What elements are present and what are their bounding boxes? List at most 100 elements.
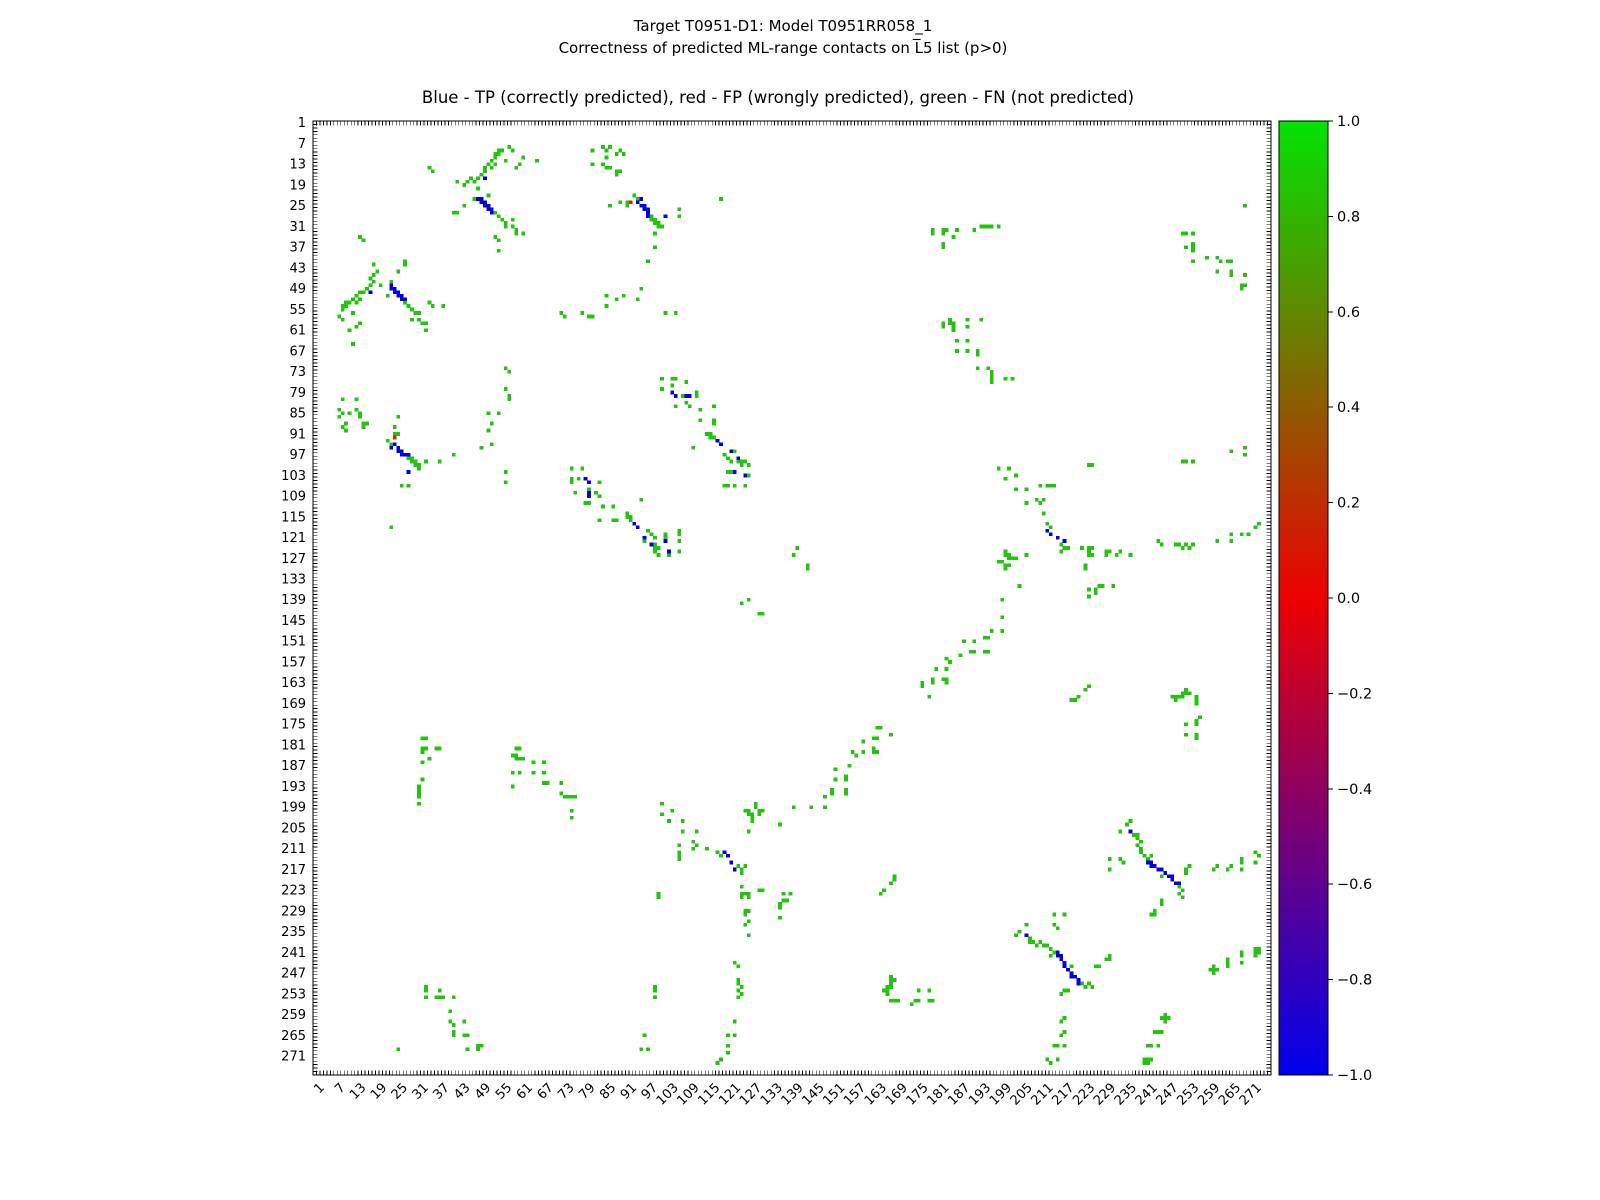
cell-fn — [625, 515, 630, 519]
cell-fn — [437, 459, 442, 464]
colorbar-tick-label: 0.4 — [1337, 400, 1360, 416]
cell-fn — [507, 145, 512, 149]
cell-fn — [1239, 954, 1244, 958]
cell-tp — [1149, 860, 1154, 865]
cell-fn — [732, 449, 737, 454]
cell-fn — [757, 888, 762, 893]
cell-tp — [1048, 532, 1053, 537]
cell-fn — [889, 732, 893, 737]
cell-fn — [750, 819, 755, 823]
cell-fn — [1163, 1019, 1168, 1024]
cell-fn — [1146, 857, 1150, 861]
cell-fn — [1239, 532, 1244, 537]
cell-fn — [1083, 563, 1088, 568]
cell-tp — [399, 449, 404, 454]
cell-tp — [490, 207, 494, 212]
y-tick-label: 271 — [281, 1049, 306, 1064]
cell-fn — [972, 649, 977, 654]
cell-fn — [1014, 556, 1018, 561]
cell-fn — [1184, 245, 1188, 250]
cell-fn — [694, 829, 699, 834]
cell-fn — [1152, 1030, 1157, 1034]
cell-fn — [476, 186, 480, 191]
cell-fn — [340, 304, 345, 308]
cell-fn — [1180, 231, 1185, 236]
cell-fn — [684, 400, 689, 405]
cell-fn — [1083, 687, 1088, 692]
cell-tp — [1152, 864, 1157, 868]
cell-fn — [736, 988, 741, 993]
cell-fn — [1125, 822, 1129, 827]
cell-tp — [399, 293, 404, 298]
cell-fn — [1243, 283, 1247, 288]
cell-fn — [608, 145, 612, 149]
cell-fn — [878, 891, 883, 896]
cell-fn — [698, 407, 703, 412]
cell-fn — [559, 311, 564, 315]
cell-fn — [677, 532, 682, 537]
cell-fn — [743, 922, 748, 927]
cell-fn — [639, 1047, 643, 1052]
cell-fn — [1100, 584, 1105, 588]
cell-fn — [368, 283, 373, 288]
cell-fn — [462, 1019, 466, 1024]
cell-fn — [1107, 957, 1112, 962]
cell-tp — [399, 297, 404, 301]
cell-fn — [1052, 1043, 1057, 1048]
cell-fn — [462, 183, 466, 187]
cell-fn — [337, 407, 342, 412]
y-tick-label: 259 — [281, 1008, 306, 1023]
cell-fn — [1194, 718, 1199, 723]
cell-tp — [729, 860, 734, 865]
cell-fn — [469, 176, 473, 181]
cell-fn — [753, 801, 758, 806]
cell-fn — [340, 425, 345, 429]
cell-fn — [632, 193, 637, 198]
y-tick-label: 13 — [289, 158, 306, 173]
cell-fn — [965, 338, 970, 343]
cell-fn — [1083, 985, 1088, 989]
cell-fn — [680, 829, 685, 834]
cell-fn — [521, 231, 525, 236]
cell-fn — [646, 1047, 650, 1052]
y-tick-label: 127 — [281, 552, 306, 567]
cell-fn — [601, 162, 605, 167]
cell-fn — [889, 985, 893, 989]
cell-tp — [368, 290, 373, 295]
cell-fn — [1090, 985, 1095, 989]
cell-fn — [1187, 546, 1192, 550]
cell-fn — [614, 518, 619, 523]
cell-fn — [660, 801, 664, 806]
x-tick-label: 73 — [555, 1080, 577, 1102]
cell-fn — [465, 1033, 470, 1038]
cell-tp — [743, 473, 748, 478]
cell-fn — [649, 214, 654, 219]
cell-fn — [1180, 895, 1185, 899]
cell-fn — [896, 998, 900, 1003]
cell-fn — [451, 210, 456, 215]
cell-tp — [1055, 954, 1060, 958]
y-tick-label: 109 — [281, 490, 306, 505]
cell-fn — [462, 203, 466, 208]
cell-fn — [677, 207, 682, 212]
cell-fn — [417, 463, 421, 467]
cell-fn — [521, 155, 525, 160]
cell-fn — [496, 152, 501, 156]
cell-fn — [653, 231, 657, 236]
cell-fn — [424, 459, 428, 464]
cell-fn — [1159, 874, 1164, 879]
y-tick-label: 79 — [289, 386, 306, 401]
cell-fn — [1003, 477, 1008, 481]
cell-fn — [875, 725, 880, 730]
cell-tp — [642, 535, 647, 540]
cell-fn — [486, 428, 491, 433]
cell-fn — [746, 895, 751, 899]
y-tick-label: 247 — [281, 967, 306, 982]
cell-fn — [1104, 553, 1109, 557]
cell-fn — [344, 304, 348, 308]
cell-fn — [778, 905, 782, 910]
cell-fn — [514, 757, 519, 761]
cell-fn — [1007, 553, 1011, 557]
cell-fp — [392, 435, 397, 440]
cell-fn — [378, 283, 383, 288]
